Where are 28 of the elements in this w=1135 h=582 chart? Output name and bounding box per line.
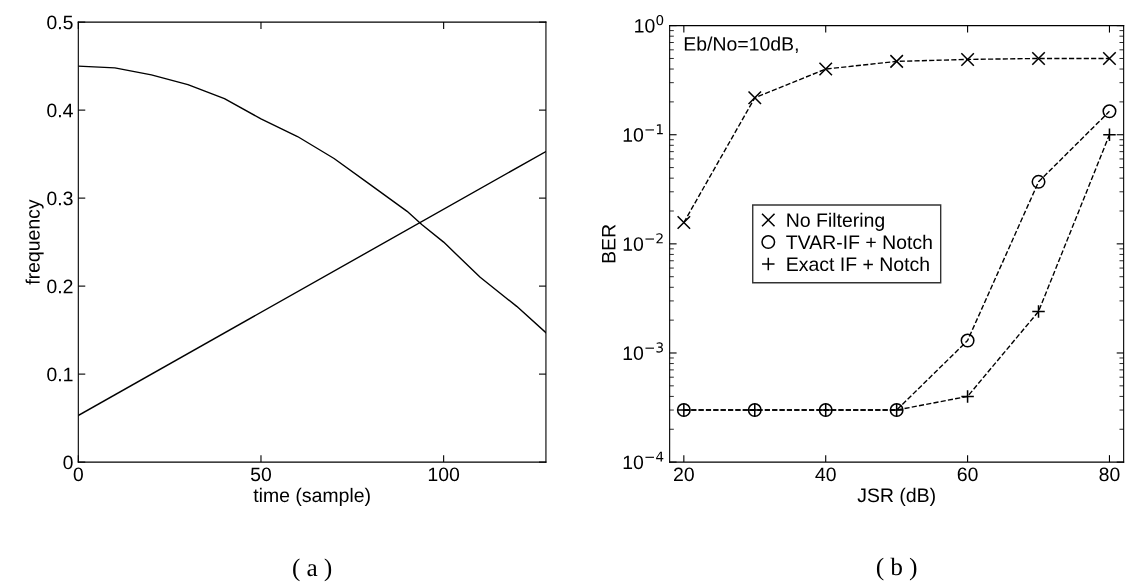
x-tick-label: 0	[73, 467, 83, 482]
y-tick-label: 0.2	[47, 279, 73, 294]
legend-label: Exact IF + Notch	[787, 256, 929, 272]
y-tick-label: 0.3	[47, 191, 73, 206]
annotation: Eb/No=10dB,	[684, 36, 798, 54]
x-tick-label: 100	[428, 467, 460, 482]
x-axis-title: JSR (dB)	[857, 487, 935, 506]
y-axis-title: frequency	[25, 199, 44, 285]
y-tick-label: 10$^{−2}$	[623, 233, 663, 251]
text: ( b )	[876, 557, 917, 581]
text: ( a )	[293, 558, 332, 582]
y-tick-label: 10$^{−1}$	[623, 124, 663, 142]
y-axis-title: BER	[602, 224, 616, 263]
legend-label: TVAR-IF + Notch	[786, 234, 932, 250]
y-tick-label: 0.1	[47, 367, 73, 382]
x-tick-label: 40	[815, 467, 836, 482]
x-tick-label: 50	[250, 467, 272, 482]
y-tick-label: 10$^{0}$	[635, 14, 664, 33]
legend-label: No Filtering	[787, 212, 884, 231]
x-tick-label: 60	[957, 467, 978, 482]
y-tick-label: 0.5	[47, 15, 73, 30]
y-tick-label: 0.4	[47, 103, 73, 118]
x-tick-label: 20	[674, 467, 694, 482]
y-tick-label: 10$^{−3}$	[623, 342, 663, 361]
x-axis-title: time (sample)	[253, 487, 370, 506]
x-tick-label: 80	[1099, 467, 1120, 482]
y-tick-label: 10$^{−4}$	[623, 451, 664, 470]
y-tick-label: 0	[63, 455, 73, 470]
